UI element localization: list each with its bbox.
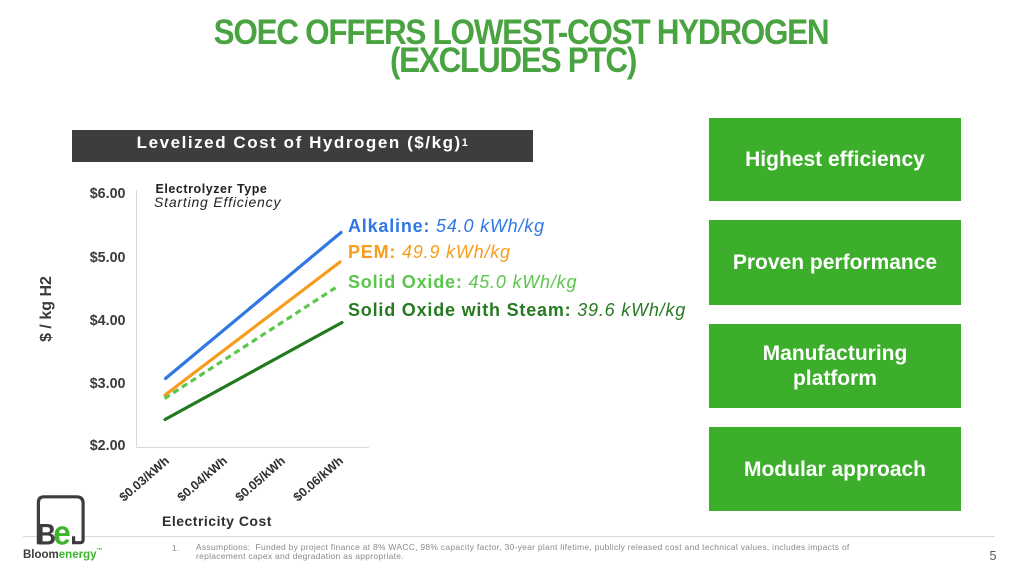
svg-text:e: e [53,513,70,552]
svg-text:$0.03/kWh: $0.03/kWh [117,454,172,505]
svg-text:$0.04/kWh: $0.04/kWh [175,454,230,505]
svg-text:$0.06/kWh: $0.06/kWh [291,454,346,505]
svg-text:$0.05/kWh: $0.05/kWh [233,454,288,505]
svg-text:B: B [37,517,56,551]
